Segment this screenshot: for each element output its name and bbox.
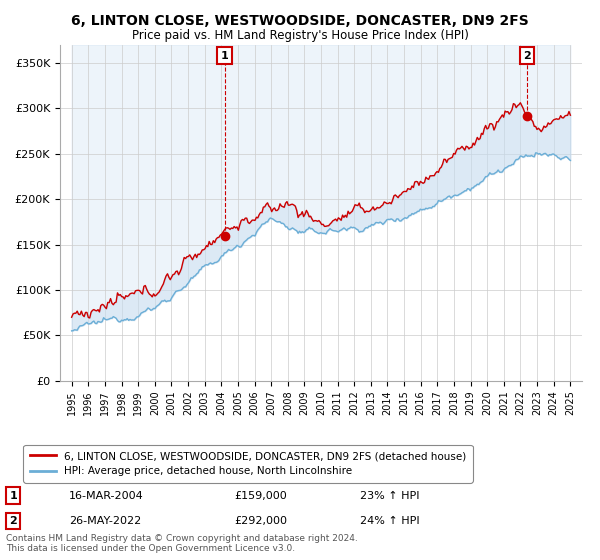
Legend: 6, LINTON CLOSE, WESTWOODSIDE, DONCASTER, DN9 2FS (detached house), HPI: Average: 6, LINTON CLOSE, WESTWOODSIDE, DONCASTER… — [23, 445, 473, 483]
Text: Price paid vs. HM Land Registry's House Price Index (HPI): Price paid vs. HM Land Registry's House … — [131, 29, 469, 42]
Text: 16-MAR-2004: 16-MAR-2004 — [69, 491, 144, 501]
Text: 26-MAY-2022: 26-MAY-2022 — [69, 516, 141, 526]
Text: 1: 1 — [221, 51, 229, 60]
Text: 2: 2 — [10, 516, 17, 526]
Text: £292,000: £292,000 — [234, 516, 287, 526]
Text: 2: 2 — [523, 51, 531, 60]
Text: 24% ↑ HPI: 24% ↑ HPI — [360, 516, 419, 526]
Text: Contains HM Land Registry data © Crown copyright and database right 2024.
This d: Contains HM Land Registry data © Crown c… — [6, 534, 358, 553]
Text: 23% ↑ HPI: 23% ↑ HPI — [360, 491, 419, 501]
Text: £159,000: £159,000 — [234, 491, 287, 501]
Text: 1: 1 — [10, 491, 17, 501]
Text: 6, LINTON CLOSE, WESTWOODSIDE, DONCASTER, DN9 2FS: 6, LINTON CLOSE, WESTWOODSIDE, DONCASTER… — [71, 14, 529, 28]
